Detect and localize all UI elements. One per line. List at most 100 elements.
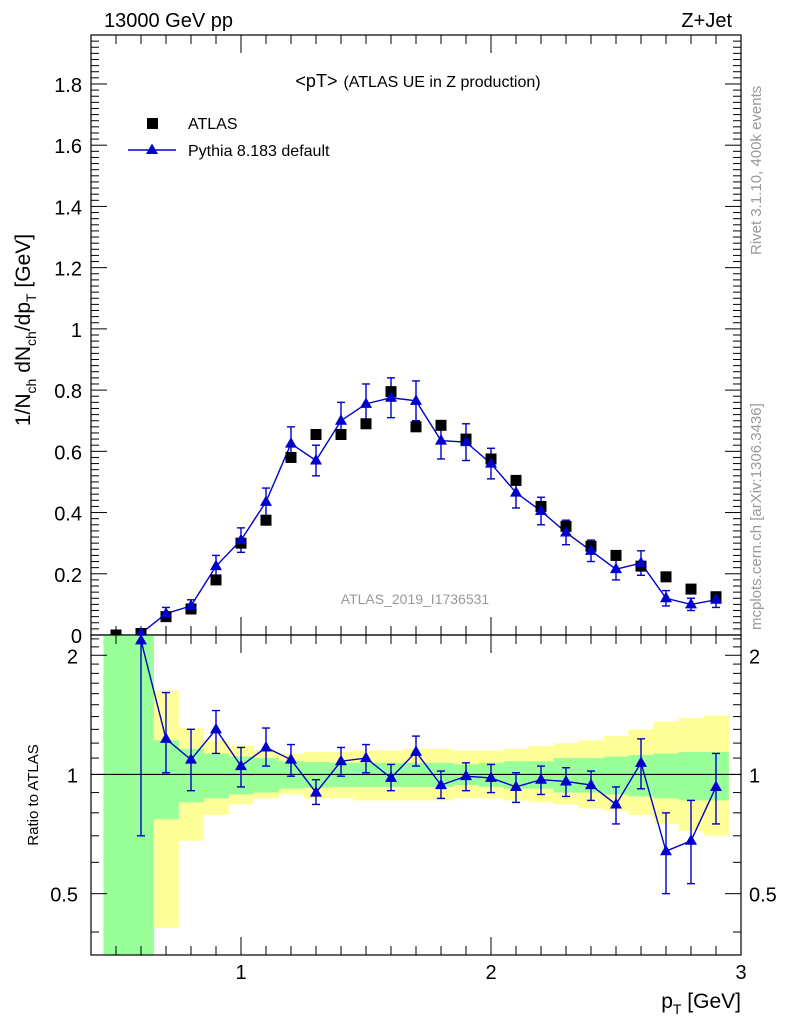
analysis-watermark: ATLAS_2019_I1736531 xyxy=(341,591,490,607)
pythia-data-point xyxy=(235,533,247,545)
ratio-data-point xyxy=(160,732,172,743)
pythia-data-point xyxy=(660,591,672,603)
pythia-data-point xyxy=(685,597,697,609)
y-tick-label: 1.8 xyxy=(54,75,82,97)
pythia-data-point xyxy=(260,495,272,506)
ratio-data-point xyxy=(360,751,372,763)
ratio-panel: 1 2 3 0.5 0.5 1 1 2 2 Ratio to ATLAS pT [GeV] xyxy=(25,633,777,1017)
ratio-y-tick-label-right: 2 xyxy=(749,646,760,668)
pythia-data-point xyxy=(535,504,547,516)
atlas-data-point xyxy=(435,419,447,431)
chart-title: <pT> (ATLAS UE in Z production) xyxy=(295,71,540,91)
legend-pythia-marker xyxy=(146,143,158,154)
x-tick-label: 1 xyxy=(235,962,246,984)
ratio-data-point xyxy=(185,753,197,764)
y-axis-label-part-a: 1/N xyxy=(12,393,35,426)
pythia-data-point xyxy=(210,559,222,571)
pythia-data-point xyxy=(435,434,447,445)
ratio-y-tick-label-left: 0.5 xyxy=(50,885,78,907)
ratio-data-point xyxy=(610,797,622,809)
legend-atlas-marker xyxy=(147,118,158,129)
pythia-data-point xyxy=(635,556,647,568)
atlas-data-point xyxy=(410,421,422,433)
pythia-data-point xyxy=(560,525,572,537)
uncertainty-band-inner xyxy=(103,635,129,955)
main-y-axis-label: 1/Nch dNch/dpT [GeV] xyxy=(12,234,39,426)
energy-label: 13000 GeV pp xyxy=(104,10,233,32)
atlas-data-point xyxy=(210,574,222,586)
pythia-data-point xyxy=(610,562,622,574)
ratio-data-point xyxy=(210,722,222,734)
y-tick-label: 1.2 xyxy=(54,259,82,281)
process-label: Z+Jet xyxy=(681,10,732,32)
ratio-data-point xyxy=(685,834,697,845)
y-tick-label: 1.4 xyxy=(54,197,82,219)
ratio-data-point xyxy=(385,771,397,782)
ratio-y-tick-label-left: 1 xyxy=(67,765,78,787)
atlas-data-point xyxy=(685,583,697,595)
legend: ATLAS Pythia 8.183 default xyxy=(128,116,330,160)
atlas-data-point xyxy=(260,514,272,526)
pythia-data-point xyxy=(360,397,372,408)
legend-atlas-label: ATLAS xyxy=(188,116,238,133)
main-panel: 0 0.2 0.4 0.6 0.8 1 1.2 1.4 1.6 1.8 <pT> (ATLAS UE… xyxy=(12,34,742,648)
ratio-panel-ticks: 1 2 3 0.5 0.5 1 1 2 2 xyxy=(50,635,777,984)
ratio-series-line xyxy=(140,640,717,853)
ratio-data-point xyxy=(485,771,497,782)
y-tick-label: 0.8 xyxy=(54,381,82,403)
ratio-data-point xyxy=(410,745,422,756)
ratio-data-point xyxy=(310,786,322,797)
ratio-panel-marks xyxy=(91,633,741,895)
ratio-data-point xyxy=(535,773,547,784)
ratio-bands xyxy=(103,635,729,955)
pythia-data-point xyxy=(185,599,197,610)
pythia-data-point xyxy=(460,435,472,447)
ratio-y-tick-label-right: 0.5 xyxy=(749,885,777,907)
y-tick-label: 1.6 xyxy=(54,136,82,158)
x-axis-label-unit: [GeV] xyxy=(681,990,741,1013)
y-tick-label: 0.2 xyxy=(54,565,82,587)
uncertainty-band-inner xyxy=(653,753,679,799)
ratio-y-tick-label-right: 1 xyxy=(749,765,760,787)
y-axis-label-part-c: /dp xyxy=(12,302,35,331)
pythia-data-point xyxy=(385,391,397,402)
y-tick-label: 0.6 xyxy=(54,442,82,464)
atlas-data-point xyxy=(510,474,522,486)
pythia-data-point xyxy=(585,544,597,555)
pythia-data-point xyxy=(410,394,422,405)
ratio-data-point xyxy=(135,633,147,645)
pythia-data-point xyxy=(710,593,722,604)
ratio-data-point xyxy=(435,778,447,790)
ratio-y-axis-label: Ratio to ATLAS xyxy=(25,744,42,845)
uncertainty-band-inner xyxy=(203,753,229,799)
atlas-data-point xyxy=(660,571,672,583)
rivet-version-label: Rivet 3.1.10, 400k events xyxy=(748,86,765,255)
x-tick-label: 3 xyxy=(735,962,746,984)
y-axis-label-part-b: dN xyxy=(12,346,35,379)
pythia-data-point xyxy=(510,486,522,497)
y-tick-label: 0 xyxy=(71,626,82,648)
pythia-data-point xyxy=(310,454,322,465)
x-tick-label: 2 xyxy=(485,962,496,984)
y-tick-label: 1 xyxy=(71,320,82,342)
ratio-data-point xyxy=(660,844,672,856)
pythia-data-point xyxy=(160,607,172,618)
chart-title-suffix: (ATLAS UE in Z production) xyxy=(343,74,540,91)
main-panel-ticks: 0 0.2 0.4 0.6 0.8 1 1.2 1.4 1.6 1.8 xyxy=(54,34,742,648)
ratio-data-point xyxy=(335,754,347,766)
mcplots-label: mcplots.cern.ch [arXiv:1306.3436] xyxy=(748,403,765,630)
ratio-data-point xyxy=(285,753,297,764)
legend-pythia-label: Pythia 8.183 default xyxy=(188,143,330,160)
pythia-data-point xyxy=(485,457,497,468)
y-tick-label: 0.4 xyxy=(54,504,82,526)
x-axis-label-p: p xyxy=(661,990,673,1013)
chart-title-main: <pT> xyxy=(295,71,337,91)
uncertainty-band-inner xyxy=(678,751,704,801)
ratio-data-point xyxy=(235,759,247,771)
x-axis-label-sub-t: T xyxy=(673,1001,682,1017)
x-axis-label: pT [GeV] xyxy=(661,990,741,1017)
ratio-data-point xyxy=(635,756,647,767)
main-panel-marks xyxy=(110,377,722,641)
ratio-data-point xyxy=(585,778,597,790)
